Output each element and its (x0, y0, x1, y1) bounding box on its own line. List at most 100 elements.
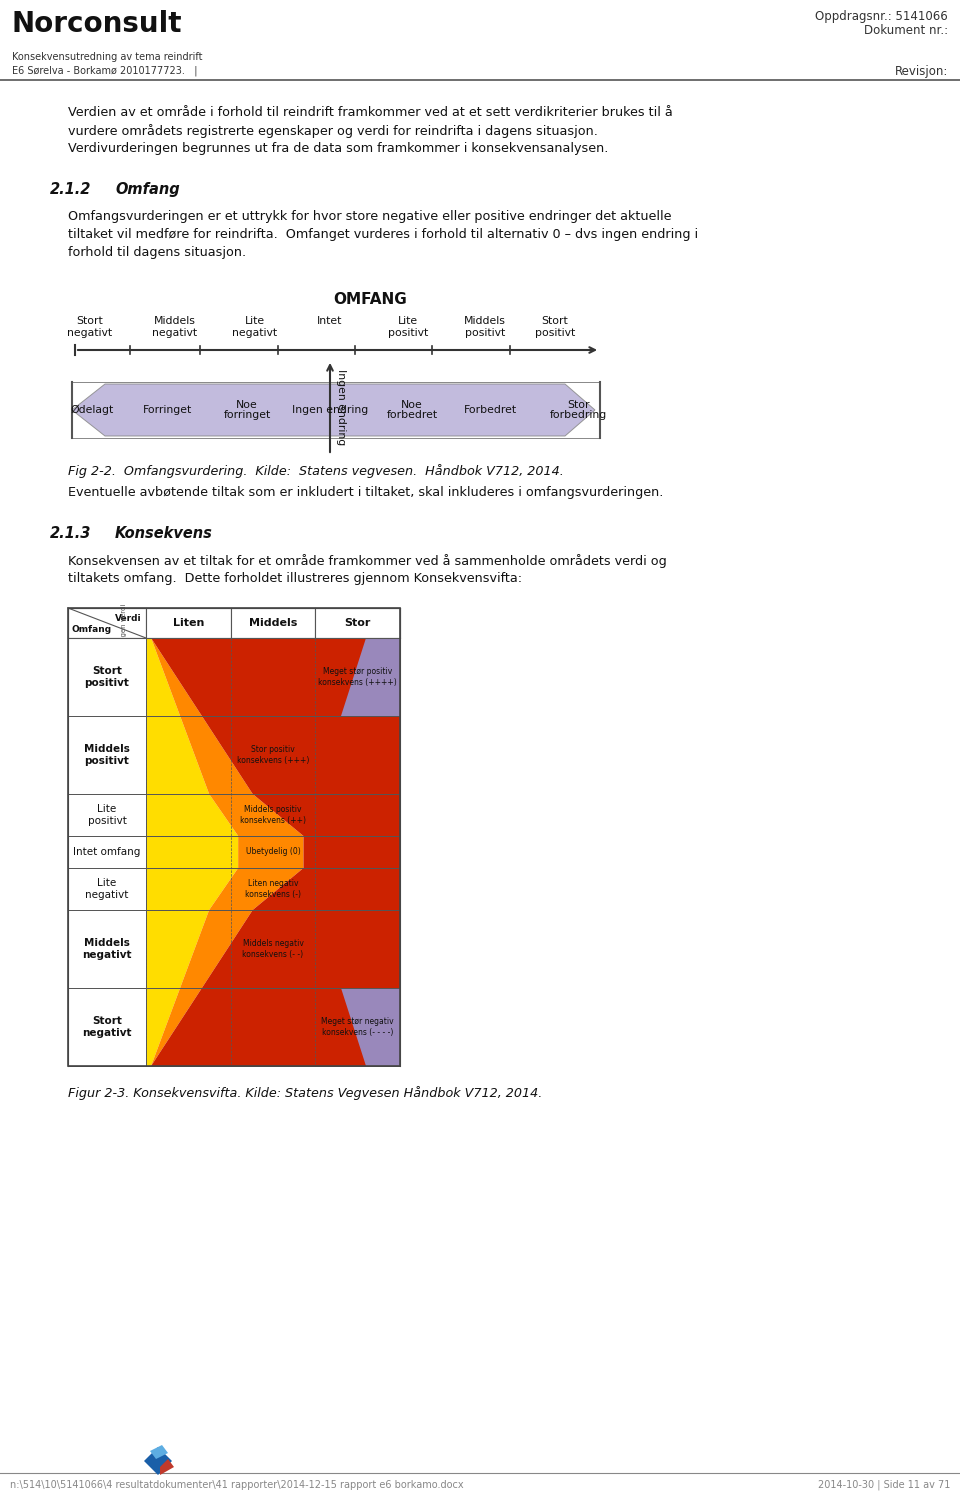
Text: Liten negativ
konsekvens (-): Liten negativ konsekvens (-) (245, 880, 301, 899)
Text: Liten: Liten (173, 617, 204, 628)
Text: Forringet: Forringet (142, 406, 192, 414)
Text: Intet omfang: Intet omfang (73, 847, 141, 857)
Bar (315, 868, 400, 910)
Bar (230, 795, 315, 836)
Bar (146, 868, 230, 910)
Polygon shape (72, 385, 330, 435)
Bar (146, 716, 230, 795)
Text: Omfang: Omfang (115, 182, 180, 197)
Bar (68, 638, 146, 716)
Polygon shape (144, 1446, 172, 1475)
Text: Liten negativ
konsekvens (-): Liten negativ konsekvens (-) (245, 880, 301, 899)
Polygon shape (160, 1460, 174, 1475)
Text: Stort
negativt: Stort negativt (83, 1017, 132, 1038)
Bar (146, 638, 400, 1066)
Text: Ubetydelig (0): Ubetydelig (0) (246, 847, 300, 856)
Bar (68, 638, 400, 1066)
Text: Eventuelle avbøtende tiltak som er inkludert i tiltaket, skal inkluderes i omfan: Eventuelle avbøtende tiltak som er inklu… (68, 486, 663, 499)
Text: Stor
forbedring: Stor forbedring (549, 400, 607, 420)
Text: Noe
forringet: Noe forringet (224, 400, 271, 420)
Bar (68, 868, 146, 910)
Text: Middels
positivt: Middels positivt (84, 744, 130, 766)
Bar (230, 868, 315, 910)
Text: Revisjon:: Revisjon: (895, 66, 948, 78)
Bar (230, 836, 315, 868)
Text: Verdien av et område i forhold til reindrift framkommer ved at et sett verdikrit: Verdien av et område i forhold til reind… (68, 106, 673, 119)
Text: Middels positiv
konsekvens (++): Middels positiv konsekvens (++) (240, 805, 306, 825)
Text: Stor positiv
konsekvens (+++): Stor positiv konsekvens (+++) (237, 746, 309, 765)
Text: Middels: Middels (249, 617, 298, 628)
Polygon shape (151, 638, 400, 1066)
Text: tiltaket vil medføre for reindrifta.  Omfanget vurderes i forhold til alternativ: tiltaket vil medføre for reindrifta. Omf… (68, 228, 698, 242)
Text: Verdivurderingen begrunnes ut fra de data som framkommer i konsekvensanalysen.: Verdivurderingen begrunnes ut fra de dat… (68, 142, 609, 155)
Text: Stort
positivt: Stort positivt (535, 316, 575, 337)
Polygon shape (341, 989, 400, 1066)
Text: Stort
negativt: Stort negativt (67, 316, 112, 337)
Bar (315, 638, 400, 716)
Text: Intet omfang: Intet omfang (73, 847, 141, 857)
Bar (68, 910, 146, 989)
Text: vurdere områdets registrerte egenskaper og verdi for reindrifta i dagens situasj: vurdere områdets registrerte egenskaper … (68, 124, 598, 139)
Text: Ingen endring: Ingen endring (292, 406, 368, 414)
Bar (230, 989, 315, 1066)
Polygon shape (341, 638, 400, 716)
Bar (315, 910, 400, 989)
Text: Lite
positivt: Lite positivt (388, 316, 428, 337)
Bar (230, 716, 315, 795)
Bar (68, 868, 146, 910)
Bar (146, 910, 230, 989)
Bar (146, 638, 230, 716)
Bar (68, 836, 146, 868)
Text: Meget stør positiv
konsekvens (+++): Meget stør positiv konsekvens (+++) (322, 668, 394, 687)
Bar (68, 989, 146, 1066)
Bar (315, 989, 400, 1066)
Text: Verdi: Verdi (115, 614, 142, 623)
Text: Stor positiv
konsekvens (+++): Stor positiv konsekvens (+++) (237, 746, 309, 765)
Bar (68, 795, 146, 836)
Bar (68, 716, 146, 795)
Bar (146, 989, 230, 1066)
Text: Stort
positivt: Stort positivt (84, 666, 130, 687)
Text: Lite
positivt: Lite positivt (87, 804, 127, 826)
Bar (68, 910, 146, 989)
Text: Stort
positivt: Stort positivt (84, 666, 130, 687)
Text: forhold til dagens situasjon.: forhold til dagens situasjon. (68, 246, 246, 259)
Text: Figur 2-3. Konsekvensvifta. Kilde: Statens Vegvesen Håndbok V712, 2014.: Figur 2-3. Konsekvensvifta. Kilde: State… (68, 1085, 542, 1100)
Bar (146, 795, 230, 836)
Text: Middels
positivt: Middels positivt (84, 744, 130, 766)
Bar (68, 989, 146, 1066)
Text: Fig 2-2.  Omfangsvurdering.  Kilde:  Statens vegvesen.  Håndbok V712, 2014.: Fig 2-2. Omfangsvurdering. Kilde: Staten… (68, 464, 564, 479)
Text: Middels
negativt: Middels negativt (83, 938, 132, 960)
Text: Forbedret: Forbedret (464, 406, 516, 414)
Text: Middels
negativt: Middels negativt (83, 938, 132, 960)
Bar (68, 795, 146, 836)
Bar (146, 836, 230, 868)
Text: Omfangsvurderingen er et uttrykk for hvor store negative eller positive endringe: Omfangsvurderingen er et uttrykk for hvo… (68, 210, 671, 224)
Text: Ingen verdi: Ingen verdi (121, 604, 127, 643)
Bar (230, 638, 315, 716)
Text: Lite
negativt: Lite negativt (85, 878, 129, 899)
Bar (68, 716, 146, 795)
Text: Lite
positivt: Lite positivt (87, 804, 127, 826)
Text: Konsekvensen av et tiltak for et område framkommer ved å sammenholde områdets ve: Konsekvensen av et tiltak for et område … (68, 555, 667, 568)
Text: n:\514\10\5141066\4 resultatdokumenter\41 rapporter\2014-12-15 rapport e6 borkam: n:\514\10\5141066\4 resultatdokumenter\4… (10, 1481, 464, 1490)
Text: Noe
forbedret: Noe forbedret (387, 400, 438, 420)
Text: 2014-10-30 | Side 11 av 71: 2014-10-30 | Side 11 av 71 (818, 1481, 950, 1491)
Bar (315, 608, 400, 638)
Text: E6 Sørelva - Borkamø 2010177723.   |: E6 Sørelva - Borkamø 2010177723. | (12, 66, 198, 76)
Text: Konsekvensutredning av tema reindrift: Konsekvensutredning av tema reindrift (12, 52, 203, 63)
Text: Middels negativ
konsekvens (- -): Middels negativ konsekvens (- -) (243, 939, 303, 959)
Text: Ingen endring: Ingen endring (336, 370, 346, 446)
Bar (68, 836, 146, 868)
Polygon shape (151, 638, 303, 1066)
Text: 2.1.2: 2.1.2 (50, 182, 91, 197)
Text: Meget stør negativ
konsekvens (- - - -): Meget stør negativ konsekvens (- - - -) (322, 1017, 394, 1036)
Text: Ubetydelig (0): Ubetydelig (0) (246, 847, 300, 856)
Text: Norconsult: Norconsult (12, 10, 182, 37)
Bar (68, 638, 146, 716)
Bar (230, 910, 315, 989)
Bar (315, 795, 400, 836)
Text: Middels
negativt: Middels negativt (153, 316, 198, 337)
Bar (146, 608, 230, 638)
Text: Stort
negativt: Stort negativt (83, 1017, 132, 1038)
